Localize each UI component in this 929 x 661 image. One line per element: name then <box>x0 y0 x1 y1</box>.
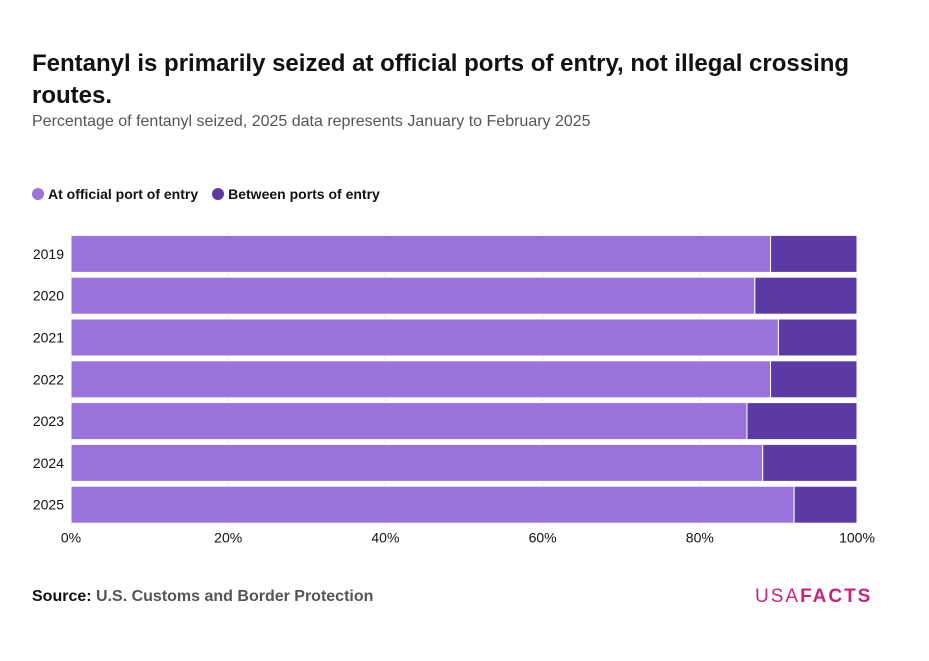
y-tick-label-2023: 2023 <box>33 413 64 429</box>
bar-2019-between <box>770 234 858 273</box>
legend-dot-port <box>32 188 44 200</box>
bar-2024-port <box>70 443 764 482</box>
legend-item-between: Between ports of entry <box>212 186 380 202</box>
bar-2019-port <box>70 234 772 273</box>
source-text: U.S. Customs and Border Protection <box>96 588 374 605</box>
bar-2020-port <box>70 276 756 315</box>
bar-2021-port <box>70 318 779 357</box>
source-label: Source: <box>32 588 92 605</box>
y-tick-label-2025: 2025 <box>33 497 64 513</box>
logo-usa: USA <box>755 586 801 607</box>
chart-subtitle: Percentage of fentanyl seized, 2025 data… <box>32 113 591 130</box>
y-tick-label-2021: 2021 <box>33 330 64 346</box>
y-tick-label-2020: 2020 <box>33 288 64 304</box>
x-tick-label-100: 100% <box>839 530 875 546</box>
x-tick-label-60: 60% <box>529 530 557 546</box>
bar-2025-port <box>70 485 795 524</box>
bar-2023-port <box>70 402 748 441</box>
bar-2025-between <box>793 485 858 524</box>
chart-title: Fentanyl is primarily seized at official… <box>32 50 850 109</box>
x-tick-label-40: 40% <box>371 530 399 546</box>
bar-2022-between <box>770 360 858 399</box>
bar-2022-port <box>70 360 772 399</box>
usafacts-logo: USAFACTS <box>755 586 872 608</box>
legend: At official port of entry Between ports … <box>32 186 394 202</box>
bar-2024-between <box>762 443 858 482</box>
y-tick-label-2022: 2022 <box>33 371 64 387</box>
x-tick-label-20: 20% <box>214 530 242 546</box>
bar-2021-between <box>777 318 858 357</box>
x-tick-label-0: 0% <box>61 530 81 546</box>
y-tick-label-2024: 2024 <box>33 455 64 471</box>
x-tick-label-80: 80% <box>686 530 714 546</box>
bar-2020-between <box>754 276 858 315</box>
legend-label-port: At official port of entry <box>48 186 199 202</box>
legend-item-port: At official port of entry <box>32 186 198 202</box>
legend-label-between: Between ports of entry <box>228 186 380 202</box>
logo-facts: FACTS <box>800 586 873 607</box>
y-tick-label-2019: 2019 <box>33 246 64 262</box>
source-note: Source: U.S. Customs and Border Protecti… <box>32 588 373 606</box>
bar-2023-between <box>746 402 858 441</box>
legend-dot-between <box>212 188 225 200</box>
